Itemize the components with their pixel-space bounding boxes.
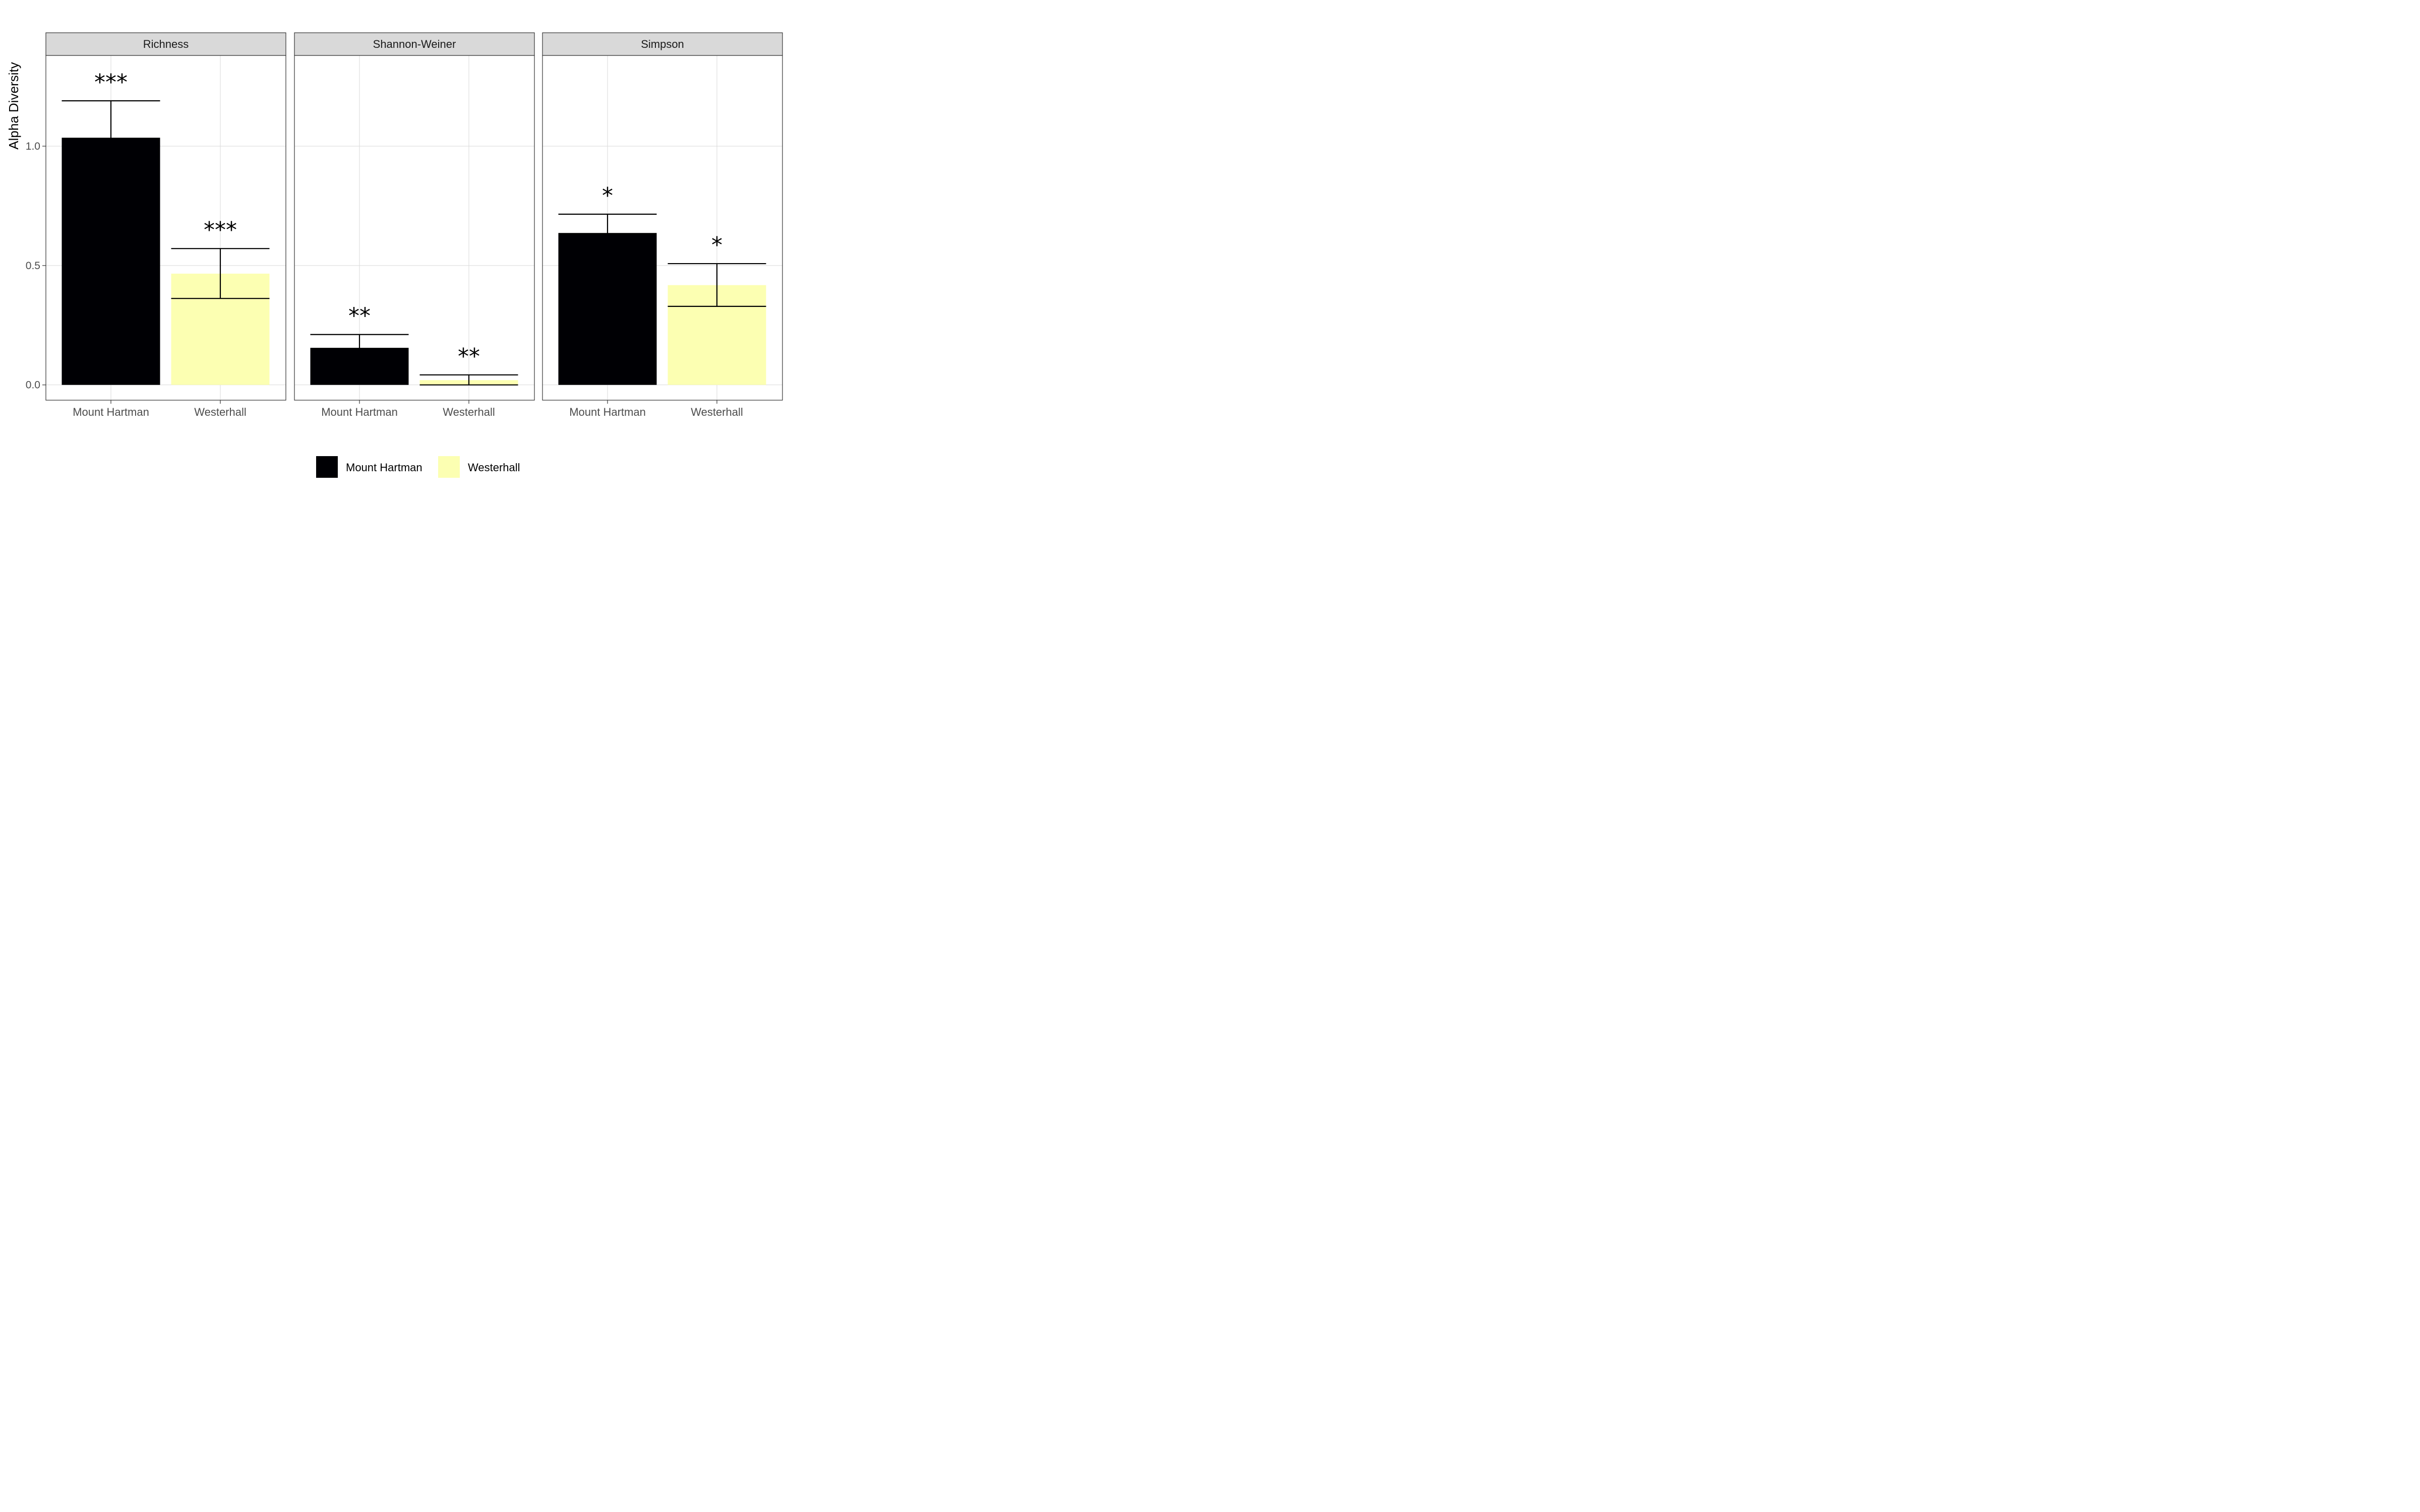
legend-label: Mount Hartman (346, 461, 422, 474)
legend-entry-mount-hartman: Mount Hartman (316, 456, 422, 478)
facet-panel-shannon-weiner: ** ** Shannon-Weiner Mount Hartman Westerhal… (294, 32, 535, 418)
legend-swatch (438, 456, 460, 478)
x-tick-label: Mount Hartman (569, 406, 646, 418)
strip-background (45, 32, 286, 56)
error-bar (668, 263, 766, 307)
error-bar (558, 213, 657, 234)
facet-panel-simpson: * * Simpson Mount Hartman Westerhall (542, 32, 783, 418)
panel-background (294, 55, 534, 400)
error-bar (419, 374, 518, 386)
x-tick-label: Westerhall (691, 406, 743, 418)
error-bar (171, 248, 270, 299)
x-tick-label: Mount Hartman (321, 406, 398, 418)
significance-label: *** (204, 217, 237, 243)
strip-label: Richness (143, 38, 189, 50)
x-tick-label: Mount Hartman (73, 406, 149, 418)
strip-label: Shannon-Weiner (373, 38, 456, 50)
y-tick-label: 0.0 (26, 380, 40, 391)
error-bar (62, 100, 160, 139)
bar-mount-hartman (310, 348, 409, 385)
legend-entry-westerhall: Westerhall (438, 456, 520, 478)
legend-label: Westerhall (468, 461, 520, 474)
bar-mount-hartman (62, 138, 160, 385)
legend: Mount Hartman Westerhall (316, 456, 520, 478)
strip-background (542, 32, 783, 56)
significance-label: ** (458, 344, 480, 369)
x-tick-label: Westerhall (194, 406, 247, 418)
y-axis-label: Alpha Diversity (6, 62, 21, 149)
y-axis: 0.0 0.5 1.0 (26, 141, 46, 391)
significance-label: * (711, 232, 722, 258)
significance-label: *** (94, 70, 128, 95)
bar-mount-hartman (558, 233, 657, 385)
y-tick-label: 1.0 (26, 141, 40, 152)
x-tick-label: Westerhall (443, 406, 495, 418)
facet-panel-richness: *** *** Richness Mount Hartman Westerhall (45, 32, 286, 418)
legend-swatch (316, 456, 338, 478)
strip-background (294, 32, 535, 56)
y-tick-label: 0.5 (26, 260, 40, 272)
strip-label: Simpson (641, 38, 684, 50)
significance-label: * (602, 183, 613, 209)
significance-label: ** (348, 303, 371, 329)
error-bar (310, 334, 409, 349)
